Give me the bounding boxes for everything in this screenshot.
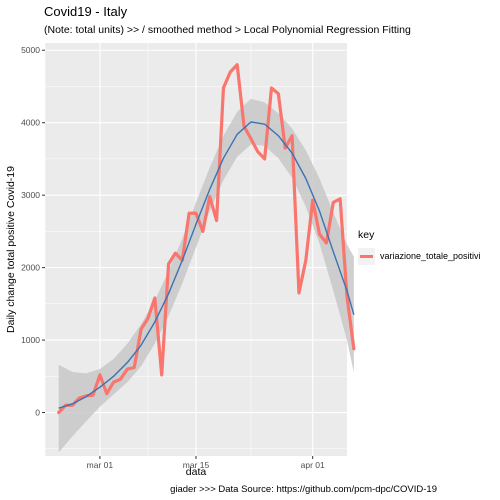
x-tick-label: mar 15 [183, 460, 210, 470]
legend-label: variazione_totale_positivi [380, 251, 481, 261]
chart-caption: giader >>> Data Source: https://github.c… [170, 484, 437, 495]
legend-title: key [358, 229, 375, 241]
smooth-confidence-band [58, 98, 354, 453]
y-tick-label: 3000 [21, 190, 40, 200]
y-tick-label: 0 [35, 408, 40, 418]
y-tick-label: 2000 [21, 263, 40, 273]
chart-subtitle: (Note: total units) >> / smoothed method… [44, 24, 411, 36]
y-tick-label: 5000 [21, 45, 40, 55]
legend-key-swatch [358, 248, 375, 265]
smooth-line [58, 121, 355, 409]
x-tick-label: mar 01 [87, 460, 114, 470]
chart-title: Covid19 - Italy [44, 4, 128, 19]
x-axis-title: data [186, 466, 207, 478]
y-tick-label: 1000 [21, 335, 40, 345]
legend-key-line [360, 255, 373, 258]
y-tick-label: 4000 [21, 118, 40, 128]
x-tick-label: apr 01 [301, 460, 325, 470]
y-axis-title: Daily change total positive Covid-19 [5, 166, 17, 333]
series-line-variazione-totale-positivi [57, 63, 356, 415]
